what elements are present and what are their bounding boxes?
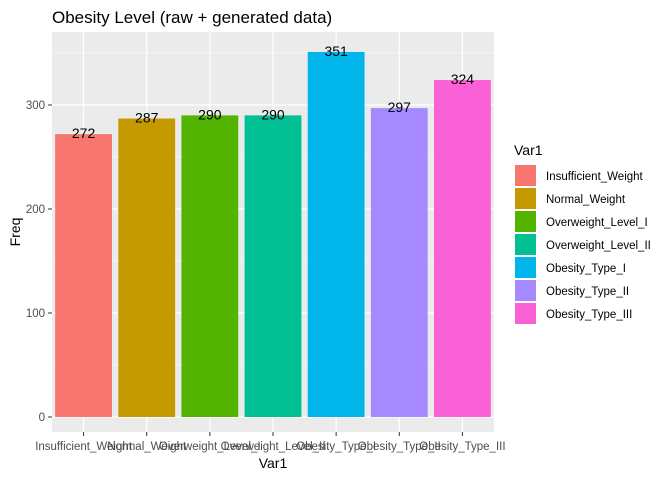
legend-label: Obesity_Type_I xyxy=(546,263,626,275)
data-label: 290 xyxy=(198,106,222,122)
legend-swatch xyxy=(515,280,536,301)
legend-swatch xyxy=(515,257,536,278)
chart-title: Obesity Level (raw + generated data) xyxy=(52,8,332,27)
bar-obesity-type-ii xyxy=(370,108,428,418)
bar-obesity-type-i xyxy=(307,51,365,418)
data-label: 287 xyxy=(135,110,159,126)
bar-insufficient-weight xyxy=(55,134,112,417)
legend-label: Overweight_Level_II xyxy=(546,240,651,252)
legend-swatch xyxy=(515,165,536,186)
legend-swatch xyxy=(515,303,536,324)
bar-overweight-level-ii xyxy=(244,115,302,418)
bar-normal-weight xyxy=(118,118,176,418)
data-labels-layer: 272 287 290 290 351 297 324 xyxy=(72,43,474,141)
y-tick-label: 300 xyxy=(26,100,45,112)
x-axis: Insufficient_WeightNormal_WeightOverweig… xyxy=(35,432,506,453)
data-label: 290 xyxy=(261,106,285,122)
data-label: 351 xyxy=(324,43,348,59)
x-tick-label: Obesity_Type_I xyxy=(296,441,376,453)
x-tick-label: Overweight_Level_I xyxy=(159,441,261,453)
legend-swatch xyxy=(515,234,536,255)
legend-label: Normal_Weight xyxy=(546,194,626,206)
x-tick-label: Normal_Weight xyxy=(107,441,187,453)
legend: Var1 Insufficient_Weight Normal_Weight Ove… xyxy=(514,142,651,324)
y-tick-label: 200 xyxy=(26,204,45,216)
y-axis: 0 100 200 300 xyxy=(26,100,52,424)
legend-label: Obesity_Type_III xyxy=(546,309,632,321)
x-tick-label: Obesity_Type_III xyxy=(419,441,505,453)
legend-label: Obesity_Type_II xyxy=(546,286,629,298)
y-axis-title: Freq xyxy=(7,218,23,247)
x-tick-label: Obesity_Type_II xyxy=(358,441,441,453)
legend-swatch xyxy=(515,211,536,232)
bars-layer xyxy=(55,51,491,418)
data-label: 272 xyxy=(72,125,96,141)
data-label: 324 xyxy=(451,71,475,87)
x-tick-label: Overweight_Level_II xyxy=(221,441,326,453)
bar-overweight-level-i xyxy=(181,115,239,418)
legend-swatch xyxy=(515,188,536,209)
legend-title: Var1 xyxy=(514,142,543,158)
legend-label: Overweight_Level_I xyxy=(546,217,648,229)
legend-label: Insufficient_Weight xyxy=(546,171,644,183)
x-axis-title: Var1 xyxy=(259,455,288,471)
x-tick-label: Insufficient_Weight xyxy=(35,441,133,453)
y-tick-label: 0 xyxy=(39,412,45,424)
bar-obesity-type-iii xyxy=(434,80,491,417)
y-tick-label: 100 xyxy=(26,308,45,320)
data-label: 297 xyxy=(388,99,412,115)
